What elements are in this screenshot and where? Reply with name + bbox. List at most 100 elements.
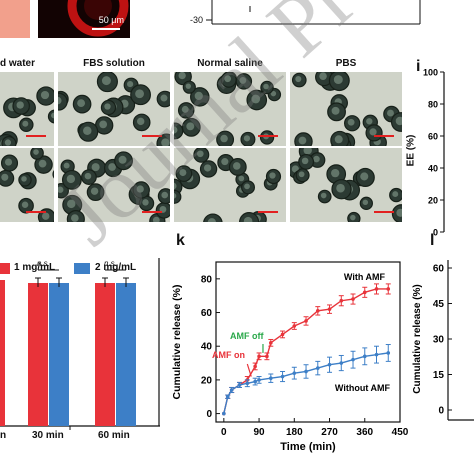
microsphere-highlight xyxy=(4,139,12,146)
x-tick-label: 60 min xyxy=(98,430,130,441)
microsphere-highlight xyxy=(366,118,373,125)
microsphere-highlight xyxy=(66,174,76,184)
microsphere-highlight xyxy=(220,134,228,143)
micrograph-tile xyxy=(174,148,286,222)
microsphere-highlight xyxy=(244,183,250,190)
scale-bar xyxy=(258,211,278,213)
data-point xyxy=(386,351,391,355)
data-point xyxy=(245,381,250,386)
microsphere-highlight xyxy=(51,112,54,119)
microsphere-highlight xyxy=(185,83,192,89)
arrow-amf-on xyxy=(246,363,252,377)
y-tick-label: 80 xyxy=(201,274,213,285)
ns-annotation-60: n.s. xyxy=(104,259,117,268)
microsphere-highlight xyxy=(71,214,79,222)
column-label-fbs: FBS solution xyxy=(83,58,145,69)
microsphere-highlight xyxy=(142,199,149,206)
microsphere-highlight xyxy=(38,159,47,168)
microsphere-highlight xyxy=(396,208,402,217)
microsphere-highlight xyxy=(33,149,39,155)
microsphere-highlight xyxy=(90,187,99,195)
data-point xyxy=(339,361,344,365)
microsphere-highlight xyxy=(336,183,345,193)
scale-bar xyxy=(26,211,46,213)
data-point xyxy=(257,378,261,382)
x-tick-label: 360 xyxy=(356,427,373,438)
microsphere-highlight xyxy=(21,201,29,209)
microsphere-highlight xyxy=(127,80,134,88)
data-point xyxy=(253,379,257,384)
microsphere-highlight xyxy=(233,162,241,170)
microsphere-highlight xyxy=(104,103,111,110)
data-point xyxy=(280,374,285,379)
bar-1mg-n xyxy=(0,280,5,426)
y-tick-label: 15 xyxy=(433,370,445,381)
data-point xyxy=(374,352,379,357)
microsphere xyxy=(52,169,54,179)
microsphere-highlight xyxy=(331,168,340,178)
microsphere-highlight xyxy=(174,193,177,199)
data-point xyxy=(257,354,261,359)
microsphere xyxy=(203,213,223,222)
scale-bar xyxy=(142,135,162,137)
micrograph-scale-bar xyxy=(92,28,120,30)
y-tick-label: 60 xyxy=(433,264,445,275)
x-tick-label: 270 xyxy=(321,427,338,438)
panel-i-ylabel: EE (%) xyxy=(405,134,417,167)
x-tick-label: 450 xyxy=(392,427,409,438)
microsphere-highlight xyxy=(40,90,50,100)
legend-swatch-blue xyxy=(74,263,90,274)
data-point xyxy=(269,341,273,345)
data-point xyxy=(374,287,379,291)
microsphere-highlight xyxy=(41,212,50,220)
microsphere-highlight xyxy=(369,128,377,136)
microsphere-highlight xyxy=(152,216,160,222)
legend-label: 1 mg/mL xyxy=(14,262,56,273)
microsphere-highlight xyxy=(360,172,369,181)
fluorescence-micrograph: 50 μm xyxy=(38,0,130,38)
microsphere xyxy=(174,189,182,204)
top-right-chart-fragment xyxy=(206,0,421,25)
x-tick-label: 30 min xyxy=(32,430,64,441)
microsphere-highlight xyxy=(67,199,76,209)
label-amf-off: AMF off xyxy=(230,331,264,341)
legend-swatch-red xyxy=(0,263,10,274)
microsphere-highlight xyxy=(186,122,195,131)
micrograph-tile xyxy=(0,148,54,222)
y-tick-label: 20 xyxy=(201,375,213,386)
column-label-saline: Normal saline xyxy=(197,58,263,69)
microsphere-highlight xyxy=(21,176,27,182)
data-point xyxy=(280,332,285,337)
y-axis-label: Cumulative release (%) xyxy=(171,285,183,400)
panel-l-chart: 60 45 30 15 0 Cumulative release (%) xyxy=(412,260,474,421)
microsphere-highlight xyxy=(270,90,277,97)
microsphere-highlight xyxy=(221,158,229,166)
microsphere-highlight xyxy=(16,101,24,109)
microsphere-highlight xyxy=(58,96,62,105)
x-tick-label: n xyxy=(0,430,7,441)
microsphere-highlight xyxy=(269,172,276,179)
scale-bar xyxy=(374,211,394,213)
panel-letter-l: l xyxy=(430,232,435,249)
micrograph-tile xyxy=(58,148,170,222)
data-point xyxy=(351,297,355,301)
microsphere-highlight xyxy=(387,109,394,117)
data-point xyxy=(253,364,257,369)
data-point xyxy=(386,287,391,291)
y-tick-label: 0 xyxy=(206,409,212,420)
microsphere-highlight xyxy=(301,157,309,165)
microsphere-highlight xyxy=(395,116,402,126)
bar-1mg-60min xyxy=(95,283,115,426)
microsphere-highlight xyxy=(181,105,189,113)
microsphere-highlight xyxy=(224,75,232,83)
microsphere-highlight xyxy=(63,162,70,169)
microsphere-highlight xyxy=(238,175,245,182)
y-tick-label: 100 xyxy=(423,68,438,78)
column-label-pbs: PBS xyxy=(335,58,357,69)
microsphere-highlight xyxy=(333,75,343,85)
microsphere-highlight xyxy=(101,76,111,86)
microsphere-highlight xyxy=(160,94,168,102)
microsphere-highlight xyxy=(174,182,177,190)
y-tick-label: 45 xyxy=(433,299,445,310)
data-point xyxy=(292,371,297,375)
